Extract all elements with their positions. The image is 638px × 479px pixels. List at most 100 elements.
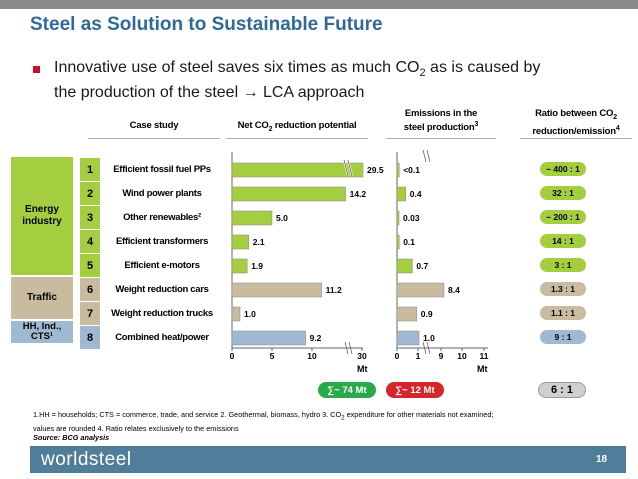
- group-traffic-label: Traffic: [26, 292, 57, 303]
- emis-tick-label: 11: [480, 351, 489, 361]
- row-label: Weight reduction trucks: [111, 308, 213, 319]
- emis-bar-label: 0.03: [403, 213, 420, 223]
- net-bar: [231, 330, 306, 346]
- emis-bar: [396, 282, 445, 298]
- row-number: 2: [80, 182, 100, 205]
- bullet-line1-prefix: Innovative use of steel saves six times …: [54, 59, 420, 76]
- emis-axis-break: [426, 149, 431, 163]
- emis-bar: [396, 258, 413, 274]
- emis-axis-break: [422, 149, 427, 163]
- emis-axis-break: [422, 341, 427, 355]
- header-case-study: Case study: [129, 120, 179, 131]
- net-bar: [231, 234, 250, 250]
- net-bar: [231, 186, 346, 202]
- bullet-marker: [33, 66, 40, 73]
- net-axis-break: [344, 341, 349, 355]
- header-divider: [386, 138, 496, 139]
- row-label: Efficient e-motors: [124, 260, 200, 271]
- net-break-mark: [343, 159, 349, 177]
- emis-bar: [396, 234, 400, 250]
- row-label: Other renewables²: [123, 212, 201, 223]
- group-hh: HH, Ind., CTS¹: [11, 321, 73, 343]
- net-bar-label: 1.0: [244, 309, 256, 319]
- emis-bar-label: 0.9: [421, 309, 433, 319]
- header-net-prefix: Net CO: [237, 120, 269, 131]
- header-emissions: Emissions in the steel production3: [386, 108, 496, 133]
- group-hh-l2: CTS¹: [30, 331, 54, 342]
- net-axis-break: [348, 341, 353, 355]
- emis-bar-label: 0.4: [410, 189, 422, 199]
- emis-bar: [396, 306, 418, 322]
- group-energy-l2: industry: [22, 216, 62, 227]
- row-label: Wind power plants: [122, 188, 202, 199]
- row-number: 6: [80, 278, 100, 301]
- emis-axis-unit: Mt: [477, 364, 488, 374]
- header-divider: [226, 138, 368, 139]
- net-bar: [231, 306, 241, 322]
- header-divider: [520, 138, 632, 139]
- net-bar-label: 29.5: [367, 165, 384, 175]
- header-net-reduction: Net CO2 reduction potential: [226, 120, 368, 135]
- net-total-badge: ∑~ 74 Mt: [318, 382, 376, 398]
- footnote-line1-rest: expenditure for other materials not exam…: [344, 410, 494, 419]
- emis-axis-break: [426, 341, 431, 355]
- ratio-pill: 9 : 1: [540, 330, 586, 344]
- header-ratio-sup: 4: [615, 124, 620, 132]
- net-bar-label: 2.1: [253, 237, 265, 247]
- net-bar-label: 11.2: [326, 285, 342, 295]
- net-bar: [231, 258, 248, 274]
- bullet-line1-suffix: as is caused by: [425, 59, 541, 76]
- net-bar: [231, 162, 364, 178]
- ratio-pill: 3 : 1: [540, 258, 586, 272]
- group-traffic: Traffic: [11, 277, 73, 319]
- row-label: Efficient transformers: [115, 236, 209, 247]
- row-number: 7: [80, 302, 100, 325]
- header-ratio-sub: 2: [613, 113, 617, 121]
- emis-bar-label: <0.1: [403, 165, 420, 175]
- row-number: 8: [80, 326, 100, 349]
- net-axis-unit: Mt: [357, 364, 368, 374]
- footnotes: 1.HH = households; CTS = commerce, trade…: [33, 410, 603, 443]
- emis-bar: [396, 210, 400, 226]
- footnote-line2: values are rounded 4. Ratio relates excl…: [33, 423, 239, 433]
- header-ratio-line2: reduction/emission: [532, 126, 616, 138]
- group-energy-industry: Energy industry: [11, 157, 73, 275]
- emis-tick-label: 1: [416, 351, 421, 361]
- header-ratio: Ratio between CO2 reduction/emission4: [520, 108, 632, 137]
- header-emis-line2: steel production: [403, 122, 475, 134]
- worldsteel-logo: worldsteel: [41, 449, 132, 470]
- ratio-pill: 1.3 : 1: [540, 282, 586, 296]
- net-tick-label: 5: [270, 351, 275, 361]
- header-net-suffix: reduction potential: [272, 120, 357, 131]
- footnote-line1: 1.HH = households; CTS = commerce, trade…: [33, 410, 342, 419]
- bullet-line2: the production of the steel → LCA approa…: [54, 84, 365, 102]
- net-break-mark: [347, 159, 353, 177]
- net-bar-label: 5.0: [276, 213, 288, 223]
- emis-bar-label: 0.7: [416, 261, 428, 271]
- ratio-total-badge: 6 : 1: [538, 382, 586, 398]
- header-emis-line1: Emissions in the: [404, 108, 478, 119]
- group-hh-l1: HH, Ind.,: [22, 321, 62, 332]
- header-ratio-line1: Ratio between CO: [535, 108, 614, 119]
- footnote-source: Source: BCG analysis: [33, 433, 110, 443]
- row-number: 5: [80, 254, 100, 277]
- emis-bar: [396, 186, 407, 202]
- footer-bar: [30, 446, 626, 473]
- page-number: 18: [596, 454, 608, 465]
- emis-bar: [396, 162, 400, 178]
- ratio-pill: ~ 400 : 1: [540, 162, 586, 176]
- ratio-pill: 1.1 : 1: [540, 306, 586, 320]
- emis-bar: [396, 330, 420, 346]
- emis-tick-label: 9: [439, 351, 444, 361]
- row-number: 4: [80, 230, 100, 253]
- emis-bar-label: 1.0: [423, 333, 435, 343]
- emis-tick-label: 0: [395, 351, 400, 361]
- header-divider: [88, 138, 220, 139]
- ratio-pill: ~ 200 : 1: [540, 210, 586, 224]
- emis-total-badge: ∑~ 12 Mt: [386, 382, 444, 398]
- net-bar-label: 14.2: [350, 189, 367, 199]
- group-energy-l1: Energy: [25, 204, 59, 215]
- bullet-text: Innovative use of steel saves six times …: [54, 58, 634, 103]
- ratio-pill: 14 : 1: [540, 234, 586, 248]
